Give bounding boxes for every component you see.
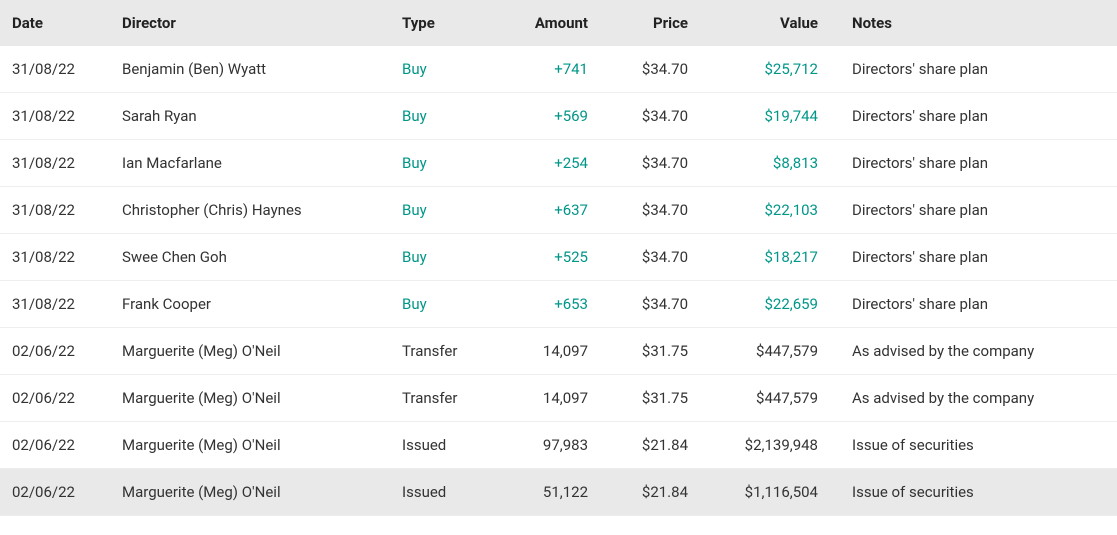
cell-amount: +741 xyxy=(490,46,600,93)
cell-director: Marguerite (Meg) O'Neil xyxy=(110,375,390,422)
cell-notes: Directors' share plan xyxy=(830,281,1117,328)
cell-type: Transfer xyxy=(390,328,490,375)
cell-value: $447,579 xyxy=(700,328,830,375)
table-row[interactable]: 31/08/22Christopher (Chris) HaynesBuy+63… xyxy=(0,187,1117,234)
cell-director: Frank Cooper xyxy=(110,281,390,328)
cell-date: 02/06/22 xyxy=(0,422,110,469)
cell-amount: +653 xyxy=(490,281,600,328)
cell-price: $34.70 xyxy=(600,187,700,234)
col-header-date[interactable]: Date xyxy=(0,0,110,46)
cell-date: 31/08/22 xyxy=(0,281,110,328)
col-header-value[interactable]: Value xyxy=(700,0,830,46)
table-row[interactable]: 31/08/22Ian MacfarlaneBuy+254$34.70$8,81… xyxy=(0,140,1117,187)
cell-notes: Directors' share plan xyxy=(830,140,1117,187)
director-transactions-table: Date Director Type Amount Price Value No… xyxy=(0,0,1117,516)
table-body: 31/08/22Benjamin (Ben) WyattBuy+741$34.7… xyxy=(0,46,1117,516)
cell-type: Issued xyxy=(390,469,490,516)
cell-director: Benjamin (Ben) Wyatt xyxy=(110,46,390,93)
cell-notes: Directors' share plan xyxy=(830,93,1117,140)
table-row[interactable]: 02/06/22Marguerite (Meg) O'NeilIssued97,… xyxy=(0,422,1117,469)
cell-type: Buy xyxy=(390,140,490,187)
cell-notes: As advised by the company xyxy=(830,328,1117,375)
cell-amount: +525 xyxy=(490,234,600,281)
cell-price: $34.70 xyxy=(600,46,700,93)
cell-price: $31.75 xyxy=(600,328,700,375)
cell-value: $447,579 xyxy=(700,375,830,422)
cell-date: 02/06/22 xyxy=(0,328,110,375)
table-row[interactable]: 31/08/22Frank CooperBuy+653$34.70$22,659… xyxy=(0,281,1117,328)
cell-notes: Issue of securities xyxy=(830,469,1117,516)
table-row[interactable]: 02/06/22Marguerite (Meg) O'NeilIssued51,… xyxy=(0,469,1117,516)
cell-value: $22,659 xyxy=(700,281,830,328)
col-header-notes[interactable]: Notes xyxy=(830,0,1117,46)
cell-notes: Directors' share plan xyxy=(830,46,1117,93)
cell-amount: +637 xyxy=(490,187,600,234)
cell-value: $25,712 xyxy=(700,46,830,93)
cell-type: Buy xyxy=(390,93,490,140)
cell-director: Ian Macfarlane xyxy=(110,140,390,187)
col-header-amount[interactable]: Amount xyxy=(490,0,600,46)
cell-notes: As advised by the company xyxy=(830,375,1117,422)
cell-value: $18,217 xyxy=(700,234,830,281)
col-header-type[interactable]: Type xyxy=(390,0,490,46)
cell-date: 02/06/22 xyxy=(0,469,110,516)
cell-price: $21.84 xyxy=(600,422,700,469)
cell-director: Marguerite (Meg) O'Neil xyxy=(110,328,390,375)
cell-value: $22,103 xyxy=(700,187,830,234)
cell-director: Marguerite (Meg) O'Neil xyxy=(110,422,390,469)
cell-director: Christopher (Chris) Haynes xyxy=(110,187,390,234)
cell-director: Sarah Ryan xyxy=(110,93,390,140)
table-row[interactable]: 02/06/22Marguerite (Meg) O'NeilTransfer1… xyxy=(0,375,1117,422)
cell-notes: Directors' share plan xyxy=(830,234,1117,281)
cell-price: $34.70 xyxy=(600,234,700,281)
cell-type: Buy xyxy=(390,281,490,328)
cell-amount: +569 xyxy=(490,93,600,140)
table-row[interactable]: 31/08/22Swee Chen GohBuy+525$34.70$18,21… xyxy=(0,234,1117,281)
cell-value: $1,116,504 xyxy=(700,469,830,516)
cell-price: $34.70 xyxy=(600,93,700,140)
cell-date: 31/08/22 xyxy=(0,187,110,234)
cell-price: $31.75 xyxy=(600,375,700,422)
cell-price: $34.70 xyxy=(600,140,700,187)
cell-amount: 14,097 xyxy=(490,328,600,375)
cell-value: $19,744 xyxy=(700,93,830,140)
cell-date: 02/06/22 xyxy=(0,375,110,422)
cell-date: 31/08/22 xyxy=(0,140,110,187)
table-row[interactable]: 31/08/22Sarah RyanBuy+569$34.70$19,744Di… xyxy=(0,93,1117,140)
cell-notes: Directors' share plan xyxy=(830,187,1117,234)
cell-type: Issued xyxy=(390,422,490,469)
cell-price: $34.70 xyxy=(600,281,700,328)
cell-value: $8,813 xyxy=(700,140,830,187)
cell-type: Buy xyxy=(390,187,490,234)
cell-director: Marguerite (Meg) O'Neil xyxy=(110,469,390,516)
cell-type: Buy xyxy=(390,46,490,93)
table-row[interactable]: 02/06/22Marguerite (Meg) O'NeilTransfer1… xyxy=(0,328,1117,375)
table-row[interactable]: 31/08/22Benjamin (Ben) WyattBuy+741$34.7… xyxy=(0,46,1117,93)
cell-date: 31/08/22 xyxy=(0,46,110,93)
col-header-director[interactable]: Director xyxy=(110,0,390,46)
col-header-price[interactable]: Price xyxy=(600,0,700,46)
cell-value: $2,139,948 xyxy=(700,422,830,469)
cell-date: 31/08/22 xyxy=(0,234,110,281)
table-header-row: Date Director Type Amount Price Value No… xyxy=(0,0,1117,46)
cell-amount: 14,097 xyxy=(490,375,600,422)
cell-amount: 51,122 xyxy=(490,469,600,516)
cell-notes: Issue of securities xyxy=(830,422,1117,469)
cell-type: Buy xyxy=(390,234,490,281)
cell-date: 31/08/22 xyxy=(0,93,110,140)
cell-amount: 97,983 xyxy=(490,422,600,469)
cell-type: Transfer xyxy=(390,375,490,422)
cell-director: Swee Chen Goh xyxy=(110,234,390,281)
cell-price: $21.84 xyxy=(600,469,700,516)
cell-amount: +254 xyxy=(490,140,600,187)
